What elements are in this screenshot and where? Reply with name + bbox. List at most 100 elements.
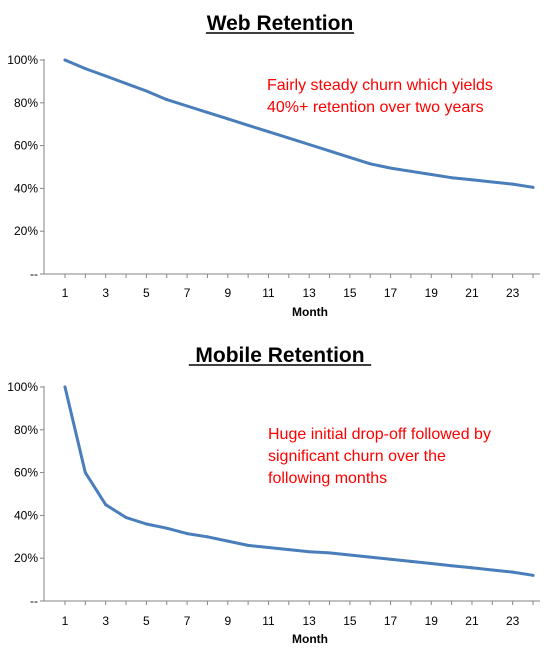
y-tick-label: 20% [14, 224, 38, 238]
annotation-line: significant churn over the [268, 448, 446, 465]
x-tick-label: 17 [384, 614, 398, 628]
data-point [124, 82, 128, 86]
x-tick-label: 17 [384, 286, 398, 300]
y-tick-label: 80% [14, 96, 38, 110]
y-tick-label: 60% [14, 466, 38, 480]
chart-annotation: Fairly steady churn which yields 40%+ ret… [267, 77, 493, 116]
data-point [490, 568, 494, 572]
x-tick-label: 15 [343, 286, 357, 300]
data-point [205, 535, 209, 539]
data-point [348, 553, 352, 557]
x-tick-label: 13 [302, 286, 316, 300]
data-point [226, 539, 230, 543]
data-point [389, 557, 393, 561]
data-point [246, 543, 250, 547]
data-point [389, 166, 393, 170]
x-tick-label: 1 [62, 286, 69, 300]
annotation-line: Huge initial drop-off followed by [268, 426, 491, 443]
y-tick-label: 60% [14, 139, 38, 153]
x-tick-label: 11 [262, 614, 275, 628]
annotation-line: 40%+ retention over two years [267, 99, 484, 116]
chart-panel-1: Web Retention--20%40%60%80%100%1 3 5 7 9 11 13… [7, 12, 540, 319]
data-point [124, 516, 128, 520]
data-point [429, 172, 433, 176]
data-point [470, 566, 474, 570]
data-point [511, 182, 515, 186]
data-point [104, 74, 108, 78]
data-point [470, 178, 474, 182]
y-tick-label: 40% [14, 181, 38, 195]
data-point [226, 117, 230, 121]
annotation-line: Fairly steady churn which yields [267, 77, 493, 94]
x-tick-label: 15 [343, 614, 357, 628]
x-tick-label: 7 [184, 614, 191, 628]
data-point [63, 58, 67, 62]
chart-annotation: Huge initial drop-off followed by signifi… [268, 426, 491, 487]
x-tick-label: 5 [143, 614, 150, 628]
x-tick-label: 9 [224, 286, 231, 300]
y-tick-label: 40% [14, 508, 38, 522]
chart-title: Web Retention [207, 12, 354, 35]
x-tick-label: 13 [302, 614, 316, 628]
data-point [83, 67, 87, 71]
annotation-line: following months [268, 470, 387, 487]
y-tick-label: -- [30, 267, 38, 281]
y-tick-label: 20% [14, 551, 38, 565]
data-point [450, 176, 454, 180]
x-tick-label: 21 [465, 614, 479, 628]
x-tick-label: 23 [506, 614, 520, 628]
x-tick-label: 21 [465, 286, 479, 300]
data-point [511, 570, 515, 574]
data-point [307, 550, 311, 554]
data-point [205, 110, 209, 114]
y-tick-label: 100% [7, 53, 38, 67]
data-point [246, 123, 250, 127]
data-point [287, 136, 291, 140]
data-point [287, 548, 291, 552]
chart-panel-2: Mobile Retention--20%40%60%80%100%1 3 5 7 9 1… [7, 344, 540, 646]
data-point [429, 562, 433, 566]
data-point [368, 162, 372, 166]
y-tick-label: -- [30, 594, 38, 608]
data-point [450, 564, 454, 568]
x-tick-label: 7 [184, 286, 191, 300]
data-point [165, 98, 169, 102]
x-tick-label: 9 [224, 614, 231, 628]
x-axis-title: Month [292, 305, 328, 319]
data-point [144, 89, 148, 93]
data-point [328, 149, 332, 153]
data-point [83, 471, 87, 475]
y-tick-label: 100% [7, 380, 38, 394]
data-point [266, 130, 270, 134]
data-point [409, 559, 413, 563]
data-point [409, 169, 413, 173]
data-point [165, 526, 169, 530]
data-point [63, 385, 67, 389]
data-point [104, 503, 108, 507]
data-point [531, 185, 535, 189]
x-tick-label: 3 [102, 286, 109, 300]
data-point [266, 546, 270, 549]
x-tick-label: 23 [506, 286, 520, 300]
data-point [348, 155, 352, 159]
data-point [144, 522, 148, 526]
x-tick-label: 1 [62, 614, 69, 628]
data-point [368, 555, 372, 559]
x-tick-label: 19 [425, 614, 439, 628]
x-axis-title: Month [292, 632, 328, 646]
x-tick-label: 3 [102, 614, 109, 628]
series-line-1 [63, 58, 535, 189]
x-tick-label: 5 [143, 286, 150, 300]
data-point [490, 180, 494, 184]
data-point [307, 143, 311, 147]
data-point [328, 551, 332, 555]
data-point [185, 532, 189, 536]
data-point [531, 573, 535, 577]
data-point [185, 104, 189, 108]
series-line-1 [63, 385, 535, 577]
y-tick-label: 80% [14, 423, 38, 437]
chart-title: Mobile Retention [195, 344, 364, 367]
x-tick-label: 11 [262, 286, 275, 300]
